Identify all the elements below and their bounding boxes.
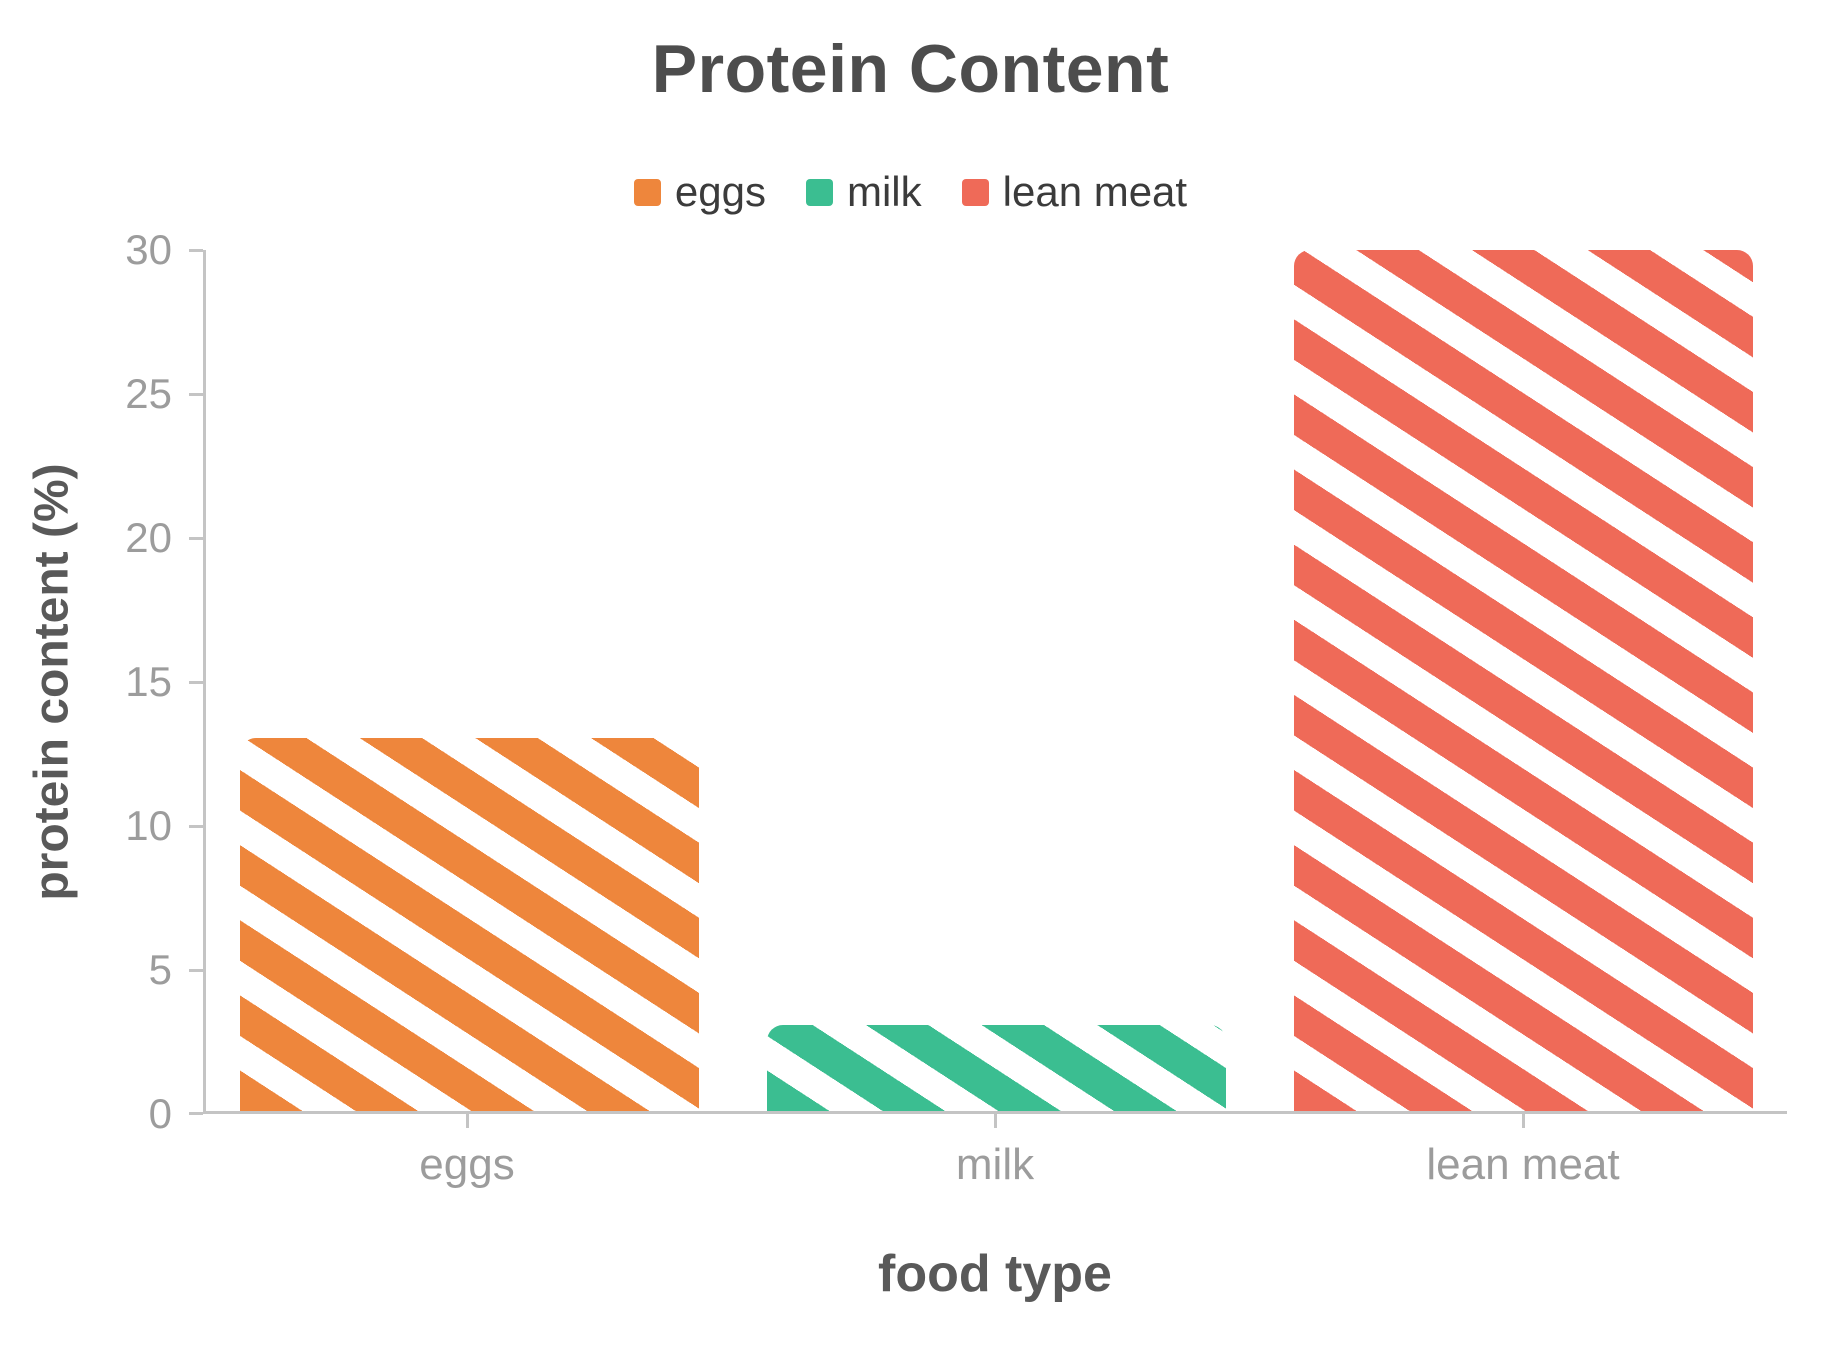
x-tick-mark <box>994 1114 997 1128</box>
y-tick-label: 0 <box>148 1090 172 1137</box>
y-tick-mark <box>189 825 203 828</box>
x-tick-label-lean-meat: lean meat <box>1426 1140 1620 1189</box>
legend-item-lean-meat[interactable]: lean meat <box>961 168 1188 216</box>
x-axis-tick-labels: eggs milk lean meat <box>203 1140 1787 1190</box>
legend-swatch-milk <box>805 178 833 206</box>
y-tick-mark <box>189 968 203 972</box>
legend-item-milk[interactable]: milk <box>805 168 922 216</box>
x-axis-tick-marks <box>203 1114 1787 1128</box>
bar-eggs <box>240 737 699 1111</box>
x-axis-title: food type <box>878 1245 1112 1303</box>
legend-swatch-lean-meat <box>961 178 989 206</box>
bar-lean-meat <box>1294 250 1753 1111</box>
y-tick-mark <box>189 1112 203 1115</box>
y-axis-tick-labels: 30 25 20 15 10 5 0 <box>0 226 172 1137</box>
legend-swatch-eggs <box>633 178 661 206</box>
x-tick-label-milk: milk <box>955 1140 1035 1189</box>
legend-item-eggs[interactable]: eggs <box>633 168 766 216</box>
bar-slot-lean-meat <box>1260 250 1787 1111</box>
legend-label: eggs <box>674 168 766 215</box>
y-tick-mark <box>189 681 203 684</box>
y-tick-mark <box>189 536 203 540</box>
legend-label: milk <box>846 168 922 215</box>
y-tick-mark <box>189 249 203 252</box>
y-tick-label: 20 <box>125 513 172 561</box>
y-tick-label: 5 <box>148 945 172 993</box>
bar-slot-eggs <box>206 250 733 1111</box>
y-axis-tick-marks <box>189 249 203 1115</box>
y-tick-mark <box>189 393 203 396</box>
x-tick-mark <box>466 1114 469 1128</box>
y-tick-label: 15 <box>125 658 172 705</box>
chart-title: Protein Content <box>651 31 1170 107</box>
legend: eggs milk lean meat <box>0 168 1821 216</box>
x-tick-label-eggs: eggs <box>419 1140 515 1189</box>
bar-slot-milk <box>733 250 1260 1111</box>
legend-label: lean meat <box>1002 168 1188 215</box>
y-tick-label: 10 <box>125 802 172 849</box>
plot-area <box>203 250 1787 1114</box>
bar-milk <box>767 1024 1226 1111</box>
y-tick-label: 25 <box>125 370 172 417</box>
x-tick-mark <box>1521 1114 1525 1128</box>
y-tick-label: 30 <box>125 226 172 273</box>
